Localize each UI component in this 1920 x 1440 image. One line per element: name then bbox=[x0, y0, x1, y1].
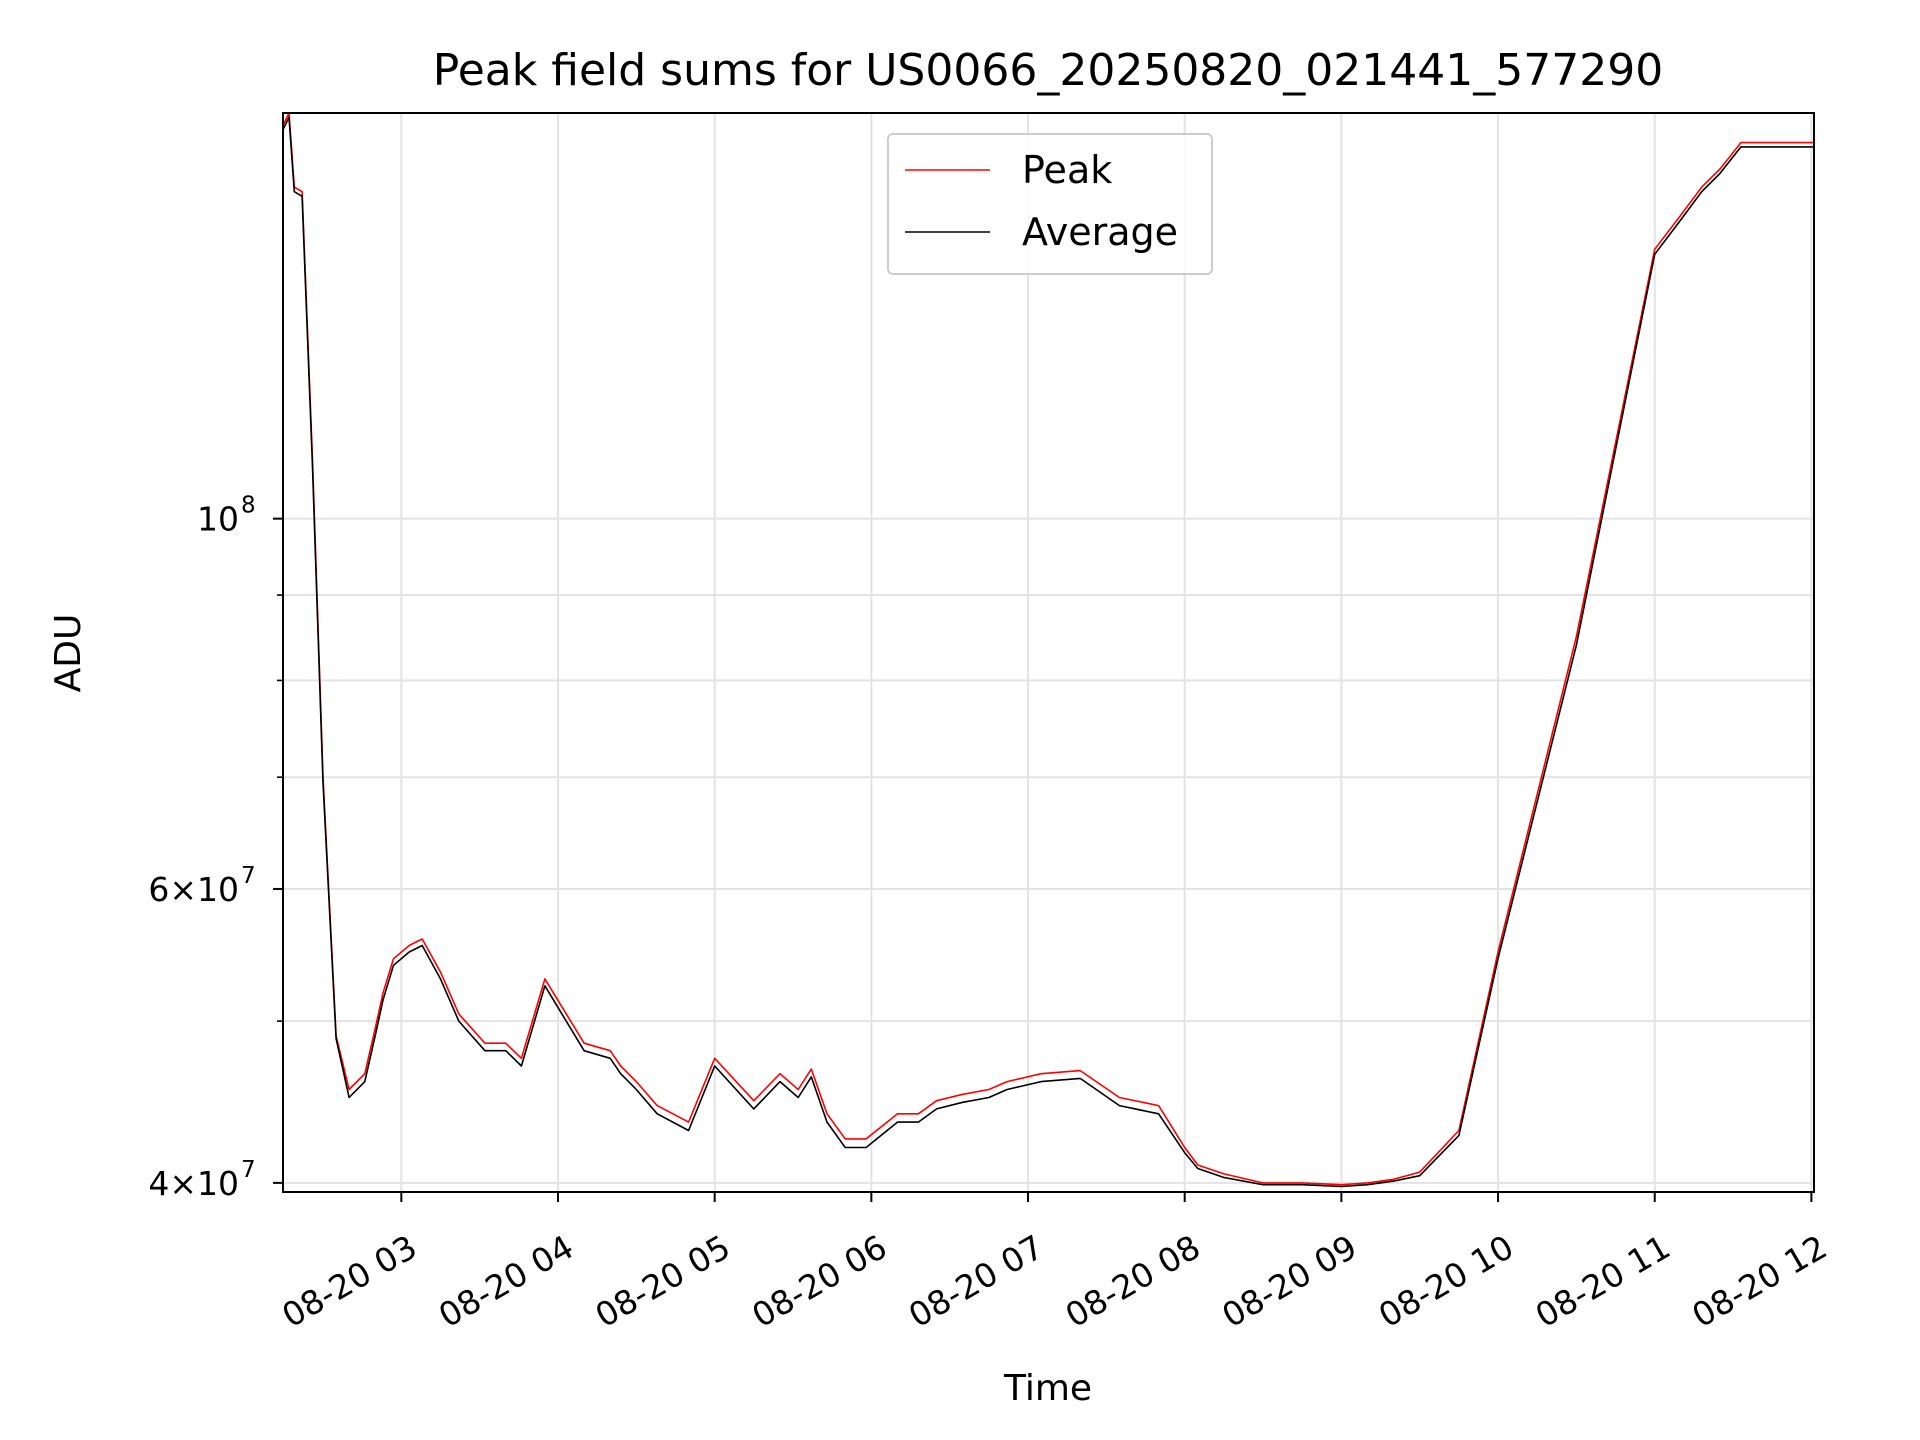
series-line-peak bbox=[282, 112, 1814, 1186]
chart-title: Peak field sums for US0066_20250820_0214… bbox=[433, 45, 1663, 96]
legend: Peak Average bbox=[887, 133, 1213, 275]
legend-box bbox=[887, 133, 1213, 275]
series-layer bbox=[282, 112, 1814, 1188]
series-line-average bbox=[282, 116, 1814, 1188]
y-tick-label: 6×10 bbox=[148, 870, 239, 909]
y-tick-label-exponent: 7 bbox=[241, 1157, 256, 1183]
plot-frame bbox=[282, 112, 1815, 1193]
legend-label-peak: Peak bbox=[1022, 148, 1112, 192]
y-tick-label: 4×10 bbox=[148, 1164, 239, 1203]
grid bbox=[283, 113, 1814, 1192]
y-tick-label-exponent: 7 bbox=[241, 863, 256, 889]
legend-label-average: Average bbox=[1022, 210, 1178, 254]
x-axis-label: Time bbox=[1003, 1368, 1092, 1409]
y-tick-label: 10 bbox=[197, 500, 239, 539]
y-axis-label: ADU bbox=[48, 614, 89, 693]
y-tick-label-exponent: 8 bbox=[241, 493, 256, 519]
